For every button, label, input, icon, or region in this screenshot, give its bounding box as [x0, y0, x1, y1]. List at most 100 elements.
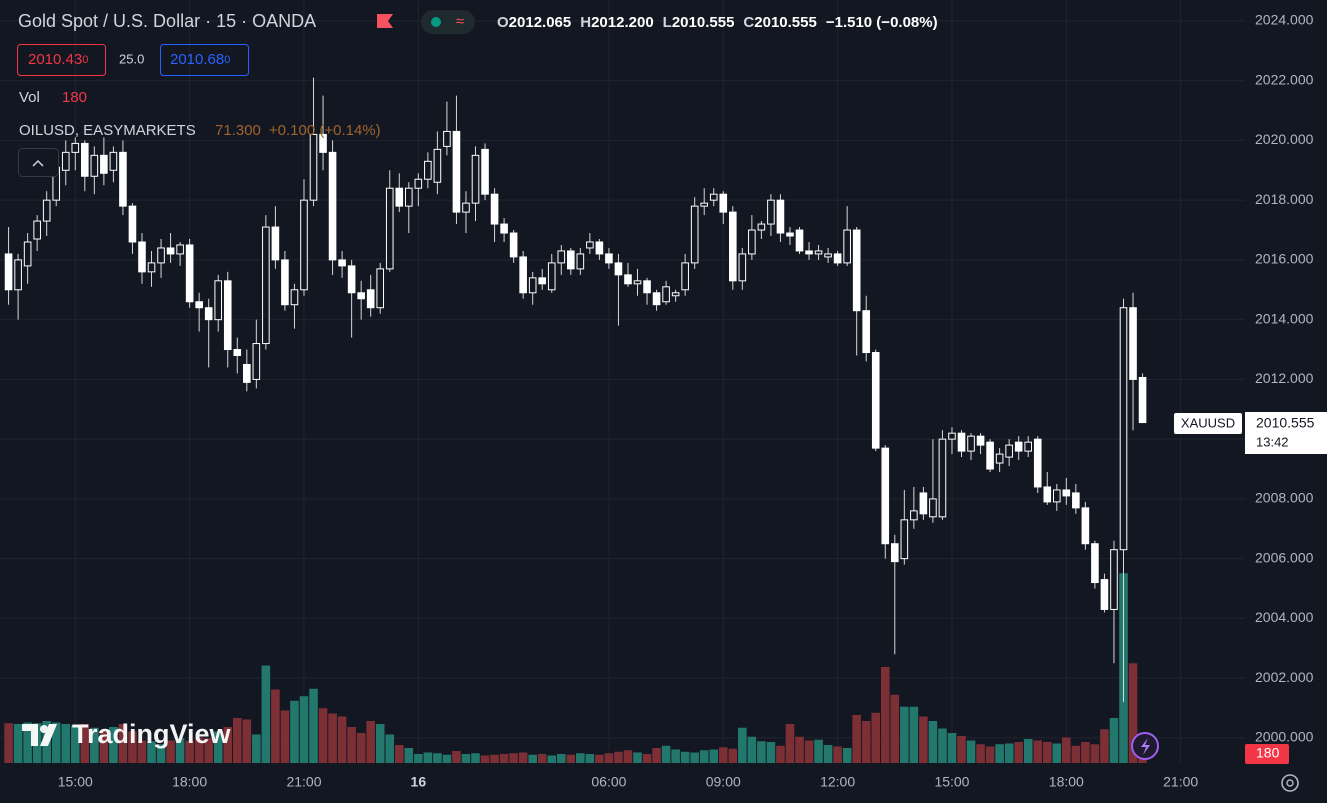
volume-bar [1052, 743, 1062, 763]
candle-body [71, 142, 80, 153]
candle-body [586, 241, 594, 249]
candle-body [547, 262, 556, 291]
candle-body [1091, 543, 1099, 584]
candle-body [100, 154, 108, 174]
volume-bar [4, 723, 13, 763]
volume-bar [1014, 742, 1023, 763]
volume-bar [585, 754, 595, 763]
volume-tag-text: 180 [1256, 745, 1280, 761]
volume-bar [194, 737, 204, 763]
lightning-button[interactable] [1131, 732, 1159, 760]
candle-body [395, 187, 404, 207]
time-axis-bg [0, 763, 1245, 803]
volume-bar [747, 736, 757, 763]
bid-button[interactable]: 2010.430 [17, 44, 106, 76]
ask-price[interactable]: 2010.680 [170, 51, 230, 68]
candle-body [147, 262, 156, 273]
y-tick-label: 2014.000 [1255, 310, 1314, 326]
volume-bar [414, 754, 423, 763]
volume-bar [1023, 739, 1033, 763]
ask-button[interactable]: 2010.680 [160, 44, 249, 76]
candle-body [214, 280, 223, 321]
volume-value: 180 [62, 89, 87, 106]
volume-bar [1004, 743, 1014, 763]
volume-bar [299, 696, 309, 763]
candle-body [795, 229, 804, 252]
volume-bar [185, 740, 194, 763]
compare-change: +0.100 (+0.14%) [269, 122, 381, 139]
symbol-tag: XAUUSD [1174, 413, 1242, 434]
ask-pip: 0 [224, 54, 230, 66]
volume-bar [938, 728, 947, 763]
candle-body [61, 151, 70, 171]
volume-bar [595, 754, 604, 763]
candle-body [776, 199, 785, 234]
last-price: 2010.555 [1256, 415, 1315, 431]
toggle-pill[interactable] [421, 10, 475, 34]
volume-bar [318, 708, 328, 763]
candle-body [709, 193, 718, 201]
volume-bar [337, 716, 347, 763]
volume-bar [880, 667, 890, 763]
collapse-legend-button[interactable] [18, 148, 59, 177]
candle-body [443, 130, 451, 147]
volume-bar [652, 748, 661, 763]
candle-body [309, 133, 318, 201]
candle-body [204, 307, 213, 321]
market-open-dot [431, 17, 441, 27]
volume-bar [232, 718, 242, 763]
bid-box[interactable] [17, 44, 106, 76]
candle-body [824, 253, 832, 258]
volume-bar [61, 724, 71, 763]
volume-bar [252, 734, 261, 763]
ohlc-value: 2010.555 [754, 14, 817, 31]
volume-bar [985, 746, 995, 763]
volume-bar [699, 750, 709, 763]
flag-button[interactable] [377, 14, 393, 28]
volume-bar [890, 694, 900, 763]
price-axis[interactable]: 2000.000 2002.000 2004.000 2006.000 2008.000… [1245, 0, 1327, 803]
volume-bar [499, 754, 509, 763]
volume-bar [109, 727, 118, 763]
candle-body [300, 199, 308, 291]
ask-box[interactable] [160, 44, 249, 76]
candle-body [805, 250, 813, 255]
volume-bar [1100, 729, 1109, 763]
candle-body [1014, 441, 1023, 452]
volume-bar [909, 706, 919, 763]
volume-bar [556, 754, 566, 763]
settings-button[interactable] [1281, 774, 1299, 792]
spread: 25.0 [119, 51, 144, 66]
candle-body [490, 193, 499, 225]
candle-body [700, 202, 709, 207]
volume-bar [861, 721, 871, 763]
volume-tag: 180 [1245, 744, 1289, 764]
compare-quote: 71.300 +0.100 (+0.14%) [215, 122, 381, 139]
ohlc-legend: O2012.065 H2012.200 L2010.555 C2010.555 −1.5… [497, 14, 938, 31]
time-axis[interactable]: 15:00 18:00 21:00 16 06:00 09:00 12:00 15:00 18:… [0, 763, 1245, 803]
bid-pip: 0 [82, 54, 88, 66]
candle-body [262, 226, 270, 345]
bid-price[interactable]: 2010.430 [28, 51, 88, 68]
settings-icon-center [1286, 779, 1294, 787]
candle-body [690, 205, 699, 264]
symbol-tag-text: XAUUSD [1181, 415, 1235, 430]
candle-body [271, 226, 280, 261]
volume-bar [394, 745, 404, 763]
status-toggle[interactable]: ≈ [421, 10, 475, 34]
candle-body [938, 438, 947, 518]
candle-body [976, 435, 985, 446]
y-tick-label: 2016.000 [1255, 251, 1314, 267]
candle-body [4, 253, 13, 291]
candle-body [1081, 507, 1090, 545]
x-tick-label: 16 [411, 774, 427, 790]
volume-bar [814, 739, 823, 763]
candle-body [662, 286, 670, 303]
candle-body [1110, 549, 1118, 610]
volume-bar [661, 745, 671, 763]
settings-icon[interactable] [1281, 774, 1299, 792]
flag-icon[interactable] [377, 14, 393, 28]
volume-bar [356, 733, 366, 763]
volume-bar [490, 754, 499, 763]
